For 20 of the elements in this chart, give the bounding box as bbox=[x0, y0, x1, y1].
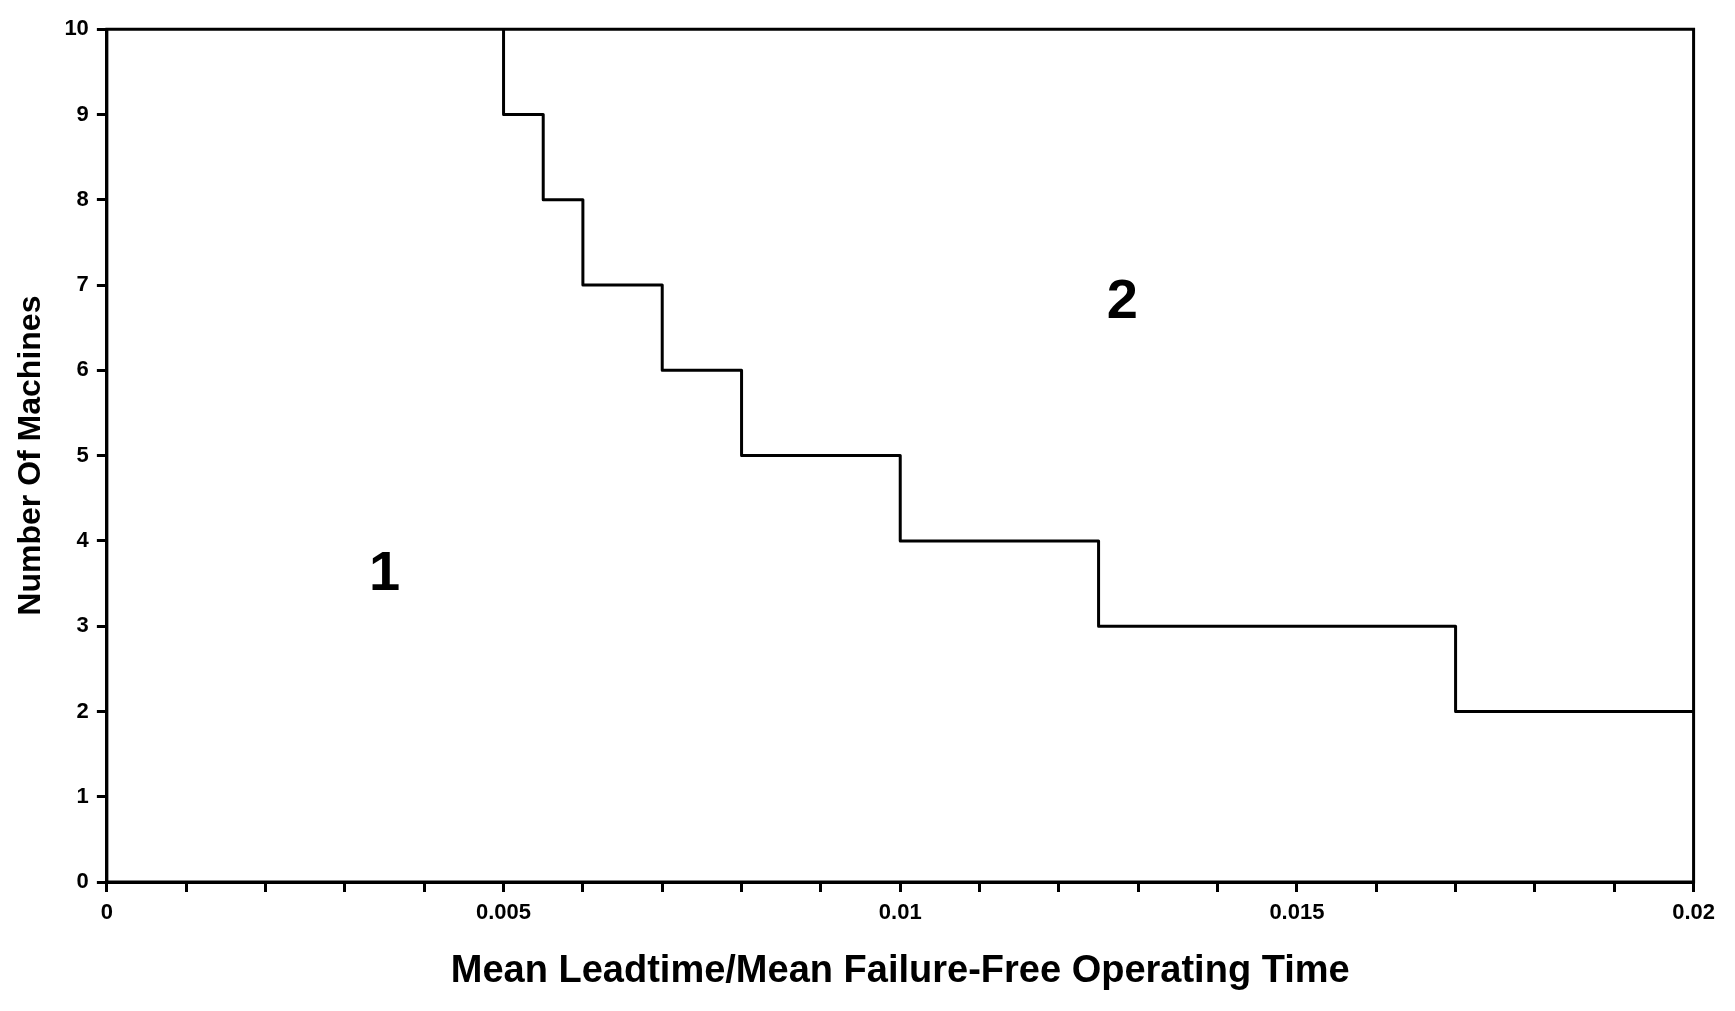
y-tick-label: 0 bbox=[76, 868, 89, 894]
x-tick-label: 0.02 bbox=[1672, 899, 1715, 925]
x-axis-title: Mean Leadtime/Mean Failure-Free Operating Time bbox=[450, 947, 1350, 990]
x-tick-label: 0.01 bbox=[878, 899, 922, 925]
annotation: 2 bbox=[1106, 266, 1138, 330]
y-tick-label: 10 bbox=[64, 15, 89, 41]
y-tick-label: 4 bbox=[76, 526, 90, 552]
y-tick-label: 9 bbox=[76, 100, 89, 126]
y-tick-label: 6 bbox=[76, 356, 89, 382]
y-tick-label: 5 bbox=[76, 441, 89, 467]
y-tick-label: 8 bbox=[76, 185, 89, 211]
y-tick-label: 2 bbox=[76, 697, 89, 723]
x-tick-label: 0.005 bbox=[476, 899, 532, 925]
y-tick-label: 7 bbox=[76, 271, 89, 297]
y-tick-label: 3 bbox=[76, 612, 89, 638]
annotation: 1 bbox=[368, 539, 401, 603]
x-tick-label: 0 bbox=[100, 899, 113, 925]
x-tick-label: 0.015 bbox=[1269, 899, 1325, 925]
y-tick-label: 1 bbox=[76, 782, 89, 808]
y-axis-title: Number Of Machines bbox=[11, 295, 48, 616]
